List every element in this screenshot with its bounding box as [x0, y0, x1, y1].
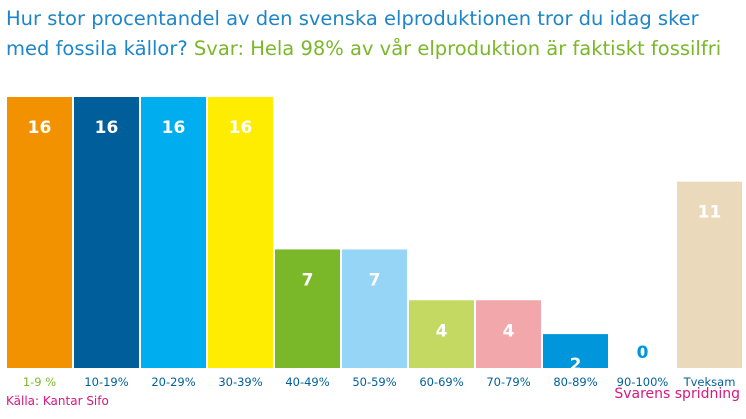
category-label-1: 1-9 %	[23, 375, 56, 389]
data-label-7: 4	[436, 321, 448, 341]
bar-11	[677, 181, 742, 368]
category-label-11: Tveksam	[683, 375, 736, 389]
answer-text: Svar: Hela 98% av vår elproduktion är fa…	[193, 37, 722, 60]
question-text: Hur stor procentandel av den svenska elp…	[6, 7, 699, 60]
source-label: Källa: Kantar Sifo	[6, 394, 109, 408]
category-label-5: 40-49%	[285, 375, 329, 389]
bar-7	[409, 300, 474, 368]
chart-title: Hur stor procentandel av den svenska elp…	[6, 4, 742, 64]
category-label-3: 20-29%	[151, 375, 195, 389]
category-label-2: 10-19%	[84, 375, 128, 389]
bar-8	[476, 300, 541, 368]
data-label-11: 11	[698, 203, 722, 223]
bar-6	[342, 249, 407, 368]
data-label-5: 7	[302, 270, 314, 290]
category-label-9: 80-89%	[553, 375, 597, 389]
category-label-7: 60-69%	[419, 375, 463, 389]
bar-2	[74, 97, 139, 368]
bar-1	[7, 97, 72, 368]
data-label-9: 2	[570, 355, 582, 375]
data-label-3: 16	[162, 118, 186, 138]
category-label-10: 90-100%	[617, 375, 669, 389]
data-label-1: 16	[28, 118, 52, 138]
category-label-4: 30-39%	[218, 375, 262, 389]
data-label-8: 4	[503, 321, 515, 341]
data-label-4: 16	[229, 118, 253, 138]
data-label-6: 7	[369, 270, 381, 290]
data-label-10: 0	[637, 343, 649, 363]
spread-label: Svarens spridning	[614, 386, 740, 402]
bar-3	[141, 97, 206, 368]
bar-4	[208, 97, 273, 368]
data-label-2: 16	[95, 118, 119, 138]
bar-9	[543, 334, 608, 368]
bar-5	[275, 249, 340, 368]
category-label-6: 50-59%	[352, 375, 396, 389]
category-label-8: 70-79%	[486, 375, 530, 389]
